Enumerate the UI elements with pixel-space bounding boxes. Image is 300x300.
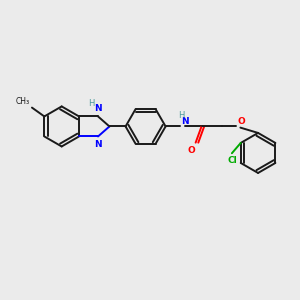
Text: N: N bbox=[94, 140, 101, 149]
Text: N: N bbox=[182, 117, 189, 126]
Text: O: O bbox=[238, 117, 245, 126]
Text: CH₃: CH₃ bbox=[16, 97, 30, 106]
Text: Cl: Cl bbox=[227, 156, 237, 165]
Text: H: H bbox=[88, 99, 95, 108]
Text: O: O bbox=[188, 146, 196, 154]
Text: N: N bbox=[94, 103, 101, 112]
Text: H: H bbox=[178, 111, 184, 120]
